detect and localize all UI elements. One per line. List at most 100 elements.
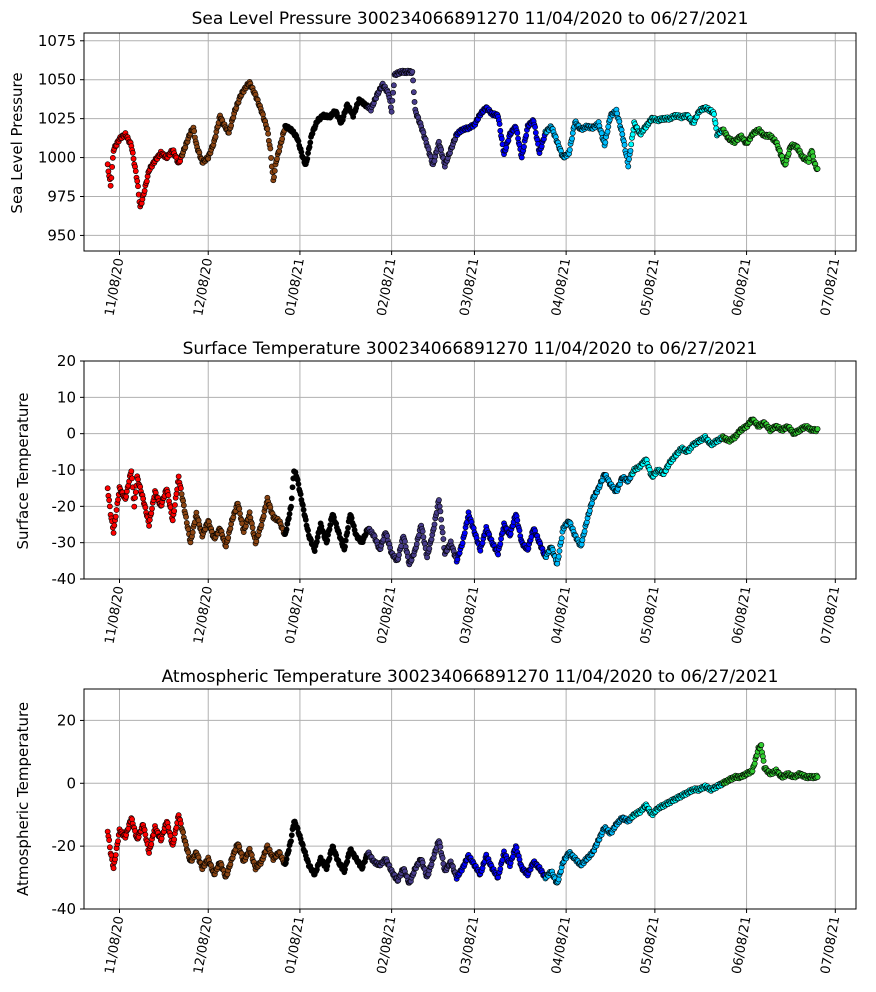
data-point: [110, 865, 117, 872]
data-point: [497, 127, 504, 134]
data-point: [183, 514, 189, 520]
data-point: [532, 124, 538, 130]
data-point: [810, 153, 817, 160]
x-tick-label: 12/08/20: [191, 585, 216, 645]
data-point: [129, 149, 136, 156]
data-point: [135, 183, 141, 190]
data-point: [586, 507, 593, 514]
data-point: [260, 513, 267, 520]
data-point: [109, 154, 116, 161]
y-tick-label: 20: [57, 352, 76, 370]
data-point: [619, 131, 626, 138]
data-point: [516, 527, 523, 534]
data-point: [409, 68, 416, 75]
data-point: [555, 876, 562, 883]
data-point: [132, 168, 139, 175]
data-point: [149, 505, 155, 512]
surface-temperature-panel: Surface Temperature 300234066891270 11/0…: [14, 339, 857, 645]
data-point: [171, 508, 178, 514]
y-tick-label: -40: [52, 900, 77, 918]
x-tick-label: 01/08/21: [283, 585, 308, 645]
data-point: [324, 537, 331, 544]
data-point: [514, 130, 521, 136]
x-tick-label: 02/08/21: [375, 257, 400, 317]
data-point: [212, 133, 219, 140]
data-point: [104, 161, 111, 168]
data-point: [286, 510, 293, 517]
data-point: [104, 485, 111, 492]
data-point: [228, 122, 235, 129]
data-point: [419, 528, 426, 535]
data-point: [556, 548, 563, 554]
data-point: [180, 502, 187, 509]
data-point: [569, 135, 575, 142]
data-point: [413, 541, 420, 548]
data-point: [285, 847, 292, 854]
data-point: [178, 491, 185, 497]
data-point: [311, 548, 318, 554]
y-tick-label: 0: [66, 425, 76, 443]
x-tick-label: 04/08/21: [549, 915, 574, 975]
data-point: [495, 551, 501, 558]
data-point: [279, 135, 286, 142]
y-tick-label: 1025: [38, 110, 76, 128]
data-point: [264, 125, 271, 132]
x-tick-label: 05/08/21: [638, 915, 663, 975]
data-point: [146, 522, 152, 529]
data-point: [616, 118, 623, 125]
data-point: [169, 517, 176, 524]
data-point: [109, 164, 115, 170]
data-point: [507, 530, 514, 537]
data-point: [271, 174, 277, 181]
data-point: [148, 841, 155, 848]
y-tick-label: -40: [52, 570, 77, 588]
data-point: [115, 496, 121, 503]
data-point: [814, 165, 821, 172]
data-point: [420, 534, 427, 540]
x-tick-label: 07/08/21: [818, 585, 843, 645]
data-point: [265, 130, 272, 137]
data-point: [566, 146, 573, 153]
x-tick-label: 07/08/21: [818, 257, 843, 317]
chart-title: Surface Temperature 300234066891270 11/0…: [183, 339, 758, 359]
data-point: [236, 505, 243, 512]
data-point: [288, 503, 294, 510]
y-tick-label: -20: [52, 497, 77, 515]
x-tick-label: 06/08/21: [730, 915, 755, 975]
data-point: [604, 128, 611, 135]
data-point: [388, 108, 395, 115]
x-tick-label: 11/08/20: [103, 257, 128, 317]
data-point: [274, 156, 280, 162]
data-point: [410, 89, 417, 96]
data-point: [390, 82, 397, 89]
data-point: [438, 524, 445, 531]
x-tick-label: 01/08/21: [283, 257, 308, 317]
data-point: [297, 491, 304, 498]
data-point: [581, 528, 588, 535]
data-point: [237, 510, 243, 517]
data-point: [106, 844, 113, 851]
data-point: [131, 503, 138, 510]
data-point: [711, 111, 717, 118]
x-tick-label: 12/08/20: [191, 257, 216, 317]
data-point: [307, 139, 314, 146]
y-tick-label: -30: [52, 534, 77, 552]
y-tick-label: 975: [47, 188, 76, 206]
data-point: [185, 849, 192, 856]
data-point: [175, 473, 182, 480]
data-point: [438, 146, 445, 153]
data-point: [461, 530, 468, 536]
sea-level-pressure-panel: Sea Level Pressure 300234066891270 11/04…: [8, 9, 857, 317]
data-point: [246, 509, 253, 516]
data-point: [302, 516, 309, 523]
data-point: [814, 774, 821, 780]
x-tick-label: 03/08/21: [457, 257, 482, 317]
data-series: [104, 67, 821, 210]
data-point: [173, 824, 180, 831]
data-point: [411, 99, 418, 105]
data-point: [814, 426, 821, 432]
data-point: [115, 838, 121, 845]
data-point: [171, 836, 178, 843]
data-point: [437, 843, 444, 850]
data-point: [514, 517, 521, 524]
